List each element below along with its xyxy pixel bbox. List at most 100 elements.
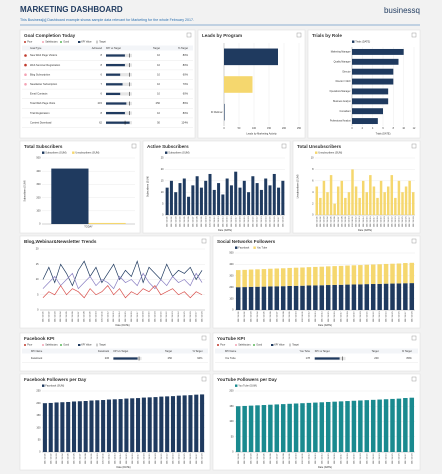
x-tick-label: 2017-02-27 [405,453,407,464]
x-tick-label: 2017-02-12 [308,453,310,464]
x-tick-label: 2017-02-08 [341,216,343,227]
x-tick-label: 2017-02-10 [296,311,298,322]
x-tick-label: 2017-02-02 [320,216,322,227]
legend-swatch [72,151,75,154]
x-tick-label: 2017-02-14 [363,216,365,227]
y-tick-label: Operations Manager [330,90,351,93]
legend-label: Subscribers (SUM) [168,151,189,154]
legend-swatch [165,151,168,154]
panel-title: Active Subscribers [147,144,189,149]
bar [332,284,337,310]
row-target: 200 [374,356,379,360]
x-tick-label: 2017-02-09 [289,453,291,464]
x-tick-label: 250 [297,127,302,130]
row-target: 10 [157,82,160,86]
bar [268,404,273,452]
x-tick-label: 2017-02-01 [44,453,46,464]
row-name: Web Seminar Registration [30,63,61,67]
bar [238,187,242,215]
x-tick-label: 2017-02-13 [315,453,317,464]
kpi-bar [106,64,125,67]
column-header: KPI Name [31,350,43,353]
y-tick-label: 10 [161,191,164,194]
bar [319,402,325,452]
x-axis-label: Leads by Marketing Activity [246,133,277,136]
bar [182,395,187,452]
panel-icon [201,335,207,341]
x-tick-label: 2017-02-26 [398,311,400,322]
bar [251,176,255,215]
legend-dot [24,41,26,43]
x-tick-label: 2017-02-28 [411,453,413,464]
x-tick-label: 2017-02-26 [190,453,192,464]
bar [54,402,59,452]
bar [370,264,376,285]
legend-label: Poor [27,344,32,347]
row-percent: 80% [183,63,189,67]
kpi-bar [106,73,121,76]
x-axis-label: Date (DATE) [318,466,332,469]
x-tick-label: 2017-02-28 [202,311,204,322]
bar [118,399,123,452]
x-tick-label: 2017-02-05 [66,311,68,322]
x-tick-label: 2017-02-04 [60,311,62,322]
bar [315,186,319,215]
bar [136,398,141,452]
bar [153,397,158,452]
y-tick-label: 4 [312,191,314,194]
row-percent: 89% [407,356,413,360]
row-achieved: 7 [101,82,103,86]
bar [242,180,246,215]
x-tick-label: 2017-02-09 [91,453,93,464]
y-axis-label: Subscribers (SUM) [147,176,150,197]
kpi-bar [314,357,340,360]
row-percent: 86% [183,101,189,105]
panel-icon [296,32,302,38]
row-percent: 80% [183,111,189,115]
y-tick-label: 50 [38,438,41,441]
bar [268,185,272,215]
bar [408,180,411,215]
y-tick-label: 10 [36,278,39,281]
legend-label: Target [292,344,299,347]
x-tick-label: 2017-02-11 [302,311,304,322]
bar [345,265,350,285]
bar [225,178,229,215]
x-tick-label: 2017-02-01 [238,311,240,322]
line-series [42,272,203,290]
bar [242,269,247,288]
y-tick-label: Quality Manager [334,60,351,63]
y-tick-label: 100 [229,297,234,300]
y-tick-label: 6 [312,179,314,182]
panel-icon [411,335,417,341]
bar [338,265,344,285]
bar [174,192,178,215]
x-tick-label: 2017-02-05 [263,453,265,464]
x-tick-label: 2017-02-01 [238,453,240,464]
bar [326,192,329,215]
x-tick-label: 2017-02-04 [327,216,329,227]
x-tick-label: 2017-02-14 [119,311,121,322]
y-tick-label: Consultant [340,110,351,113]
x-axis-label: Date (DATE) [115,324,129,327]
x-tick-label: 2017-02-20 [360,311,362,322]
bar [274,404,280,452]
bar [409,262,415,284]
bar [364,264,370,285]
bar [170,396,176,452]
panel-icon [411,32,417,38]
bar [83,401,88,452]
bar [165,187,169,215]
panel-icon [411,376,417,382]
bar [248,405,254,452]
x-tick-label: 2017-02-07 [276,311,278,322]
bar [48,402,53,452]
bar [383,399,389,452]
bar [277,187,281,215]
x-tick-label: 2017-02-09 [201,216,203,227]
y-tick-label: 10 [311,157,314,160]
bar [293,285,299,310]
x-tick-label: 2017-02-22 [391,216,393,227]
bar [272,173,276,215]
bar [345,284,350,310]
